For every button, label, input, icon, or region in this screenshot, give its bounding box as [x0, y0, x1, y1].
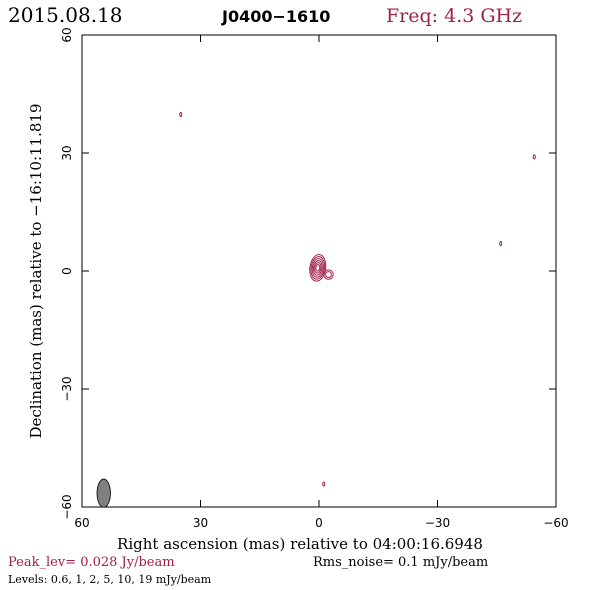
source-name: J0400−1610: [221, 7, 330, 26]
y-tick-label: −30: [60, 376, 74, 401]
contour-ring: [325, 271, 332, 278]
x-axis-label: Right ascension (mas) relative to 04:00:…: [117, 535, 483, 553]
y-axis-label: Declination (mas) relative to −16:10:11.…: [27, 103, 45, 438]
beam-layer: [96, 478, 111, 508]
y-tick-label: 0: [60, 267, 74, 275]
noise-contour: [322, 481, 326, 487]
x-tick-label: −60: [543, 516, 568, 530]
y-tick-label: −60: [60, 494, 74, 519]
noise-contour: [179, 111, 183, 117]
y-tick-label: 60: [60, 27, 74, 42]
contour-ring: [310, 256, 326, 280]
noise-contour: [499, 240, 503, 246]
contour-levels: Levels: 0.6, 1, 2, 5, 10, 19 mJy/beam: [8, 573, 212, 586]
contour-ring: [315, 264, 321, 272]
noise-contour: [532, 154, 536, 160]
x-tick-label: −30: [425, 516, 450, 530]
x-tick-label: 0: [315, 516, 323, 530]
observation-date: 2015.08.18: [8, 3, 123, 27]
restoring-beam: [96, 478, 111, 508]
contour-layer: [179, 111, 536, 487]
contour-ring: [323, 269, 334, 280]
peak-level: Peak_lev= 0.028 Jy/beam: [8, 555, 175, 570]
frequency-label: Freq: 4.3 GHz: [386, 5, 522, 27]
contour-ring: [309, 254, 327, 282]
x-tick-label: 60: [74, 516, 89, 530]
y-tick-label: 30: [60, 145, 74, 160]
contour-ring: [312, 260, 323, 276]
rms-noise: Rms_noise= 0.1 mJy/beam: [313, 555, 488, 570]
contour-ring: [314, 262, 322, 274]
x-tick-label: 30: [193, 516, 208, 530]
axis-ticks: 60 30 0 −30 −60 −60 −30 0 30 60: [60, 27, 569, 530]
contour-ring: [311, 258, 324, 278]
